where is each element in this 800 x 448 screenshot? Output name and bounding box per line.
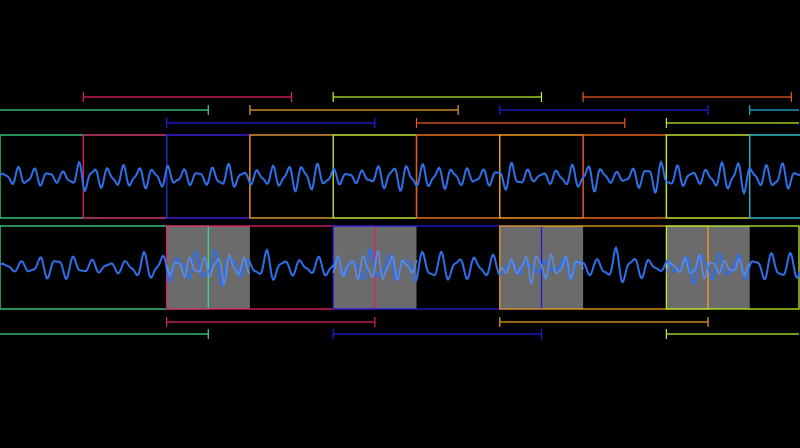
bottom-frame-strip	[0, 225, 800, 339]
overlap-waveform	[166, 253, 251, 285]
top-waveform	[0, 160, 800, 196]
top-span-bracket	[249, 105, 459, 115]
top-span-bracket	[499, 105, 709, 115]
top-span-bracket	[166, 118, 376, 128]
bottom-window-frame	[0, 225, 209, 310]
top-span-bracket	[415, 118, 626, 128]
bottom-span-bracket	[166, 317, 376, 327]
bottom-span-bracket	[0, 329, 209, 339]
bottom-window-frame	[665, 225, 800, 310]
overlap-waveform	[665, 253, 751, 279]
top-span-bracket	[332, 92, 543, 102]
top-frame-strip	[0, 92, 800, 219]
bottom-span-bracket	[499, 317, 709, 327]
top-span-bracket	[82, 92, 293, 102]
top-window-frame	[749, 134, 800, 219]
overlap-waveform	[332, 249, 418, 282]
top-span-bracket	[582, 92, 792, 102]
bottom-span-bracket	[665, 329, 799, 339]
bottom-span-bracket	[332, 329, 543, 339]
top-span-bracket	[665, 118, 799, 128]
top-span-bracket	[749, 105, 799, 115]
overlap-waveform	[499, 252, 584, 286]
top-span-bracket	[0, 105, 209, 115]
